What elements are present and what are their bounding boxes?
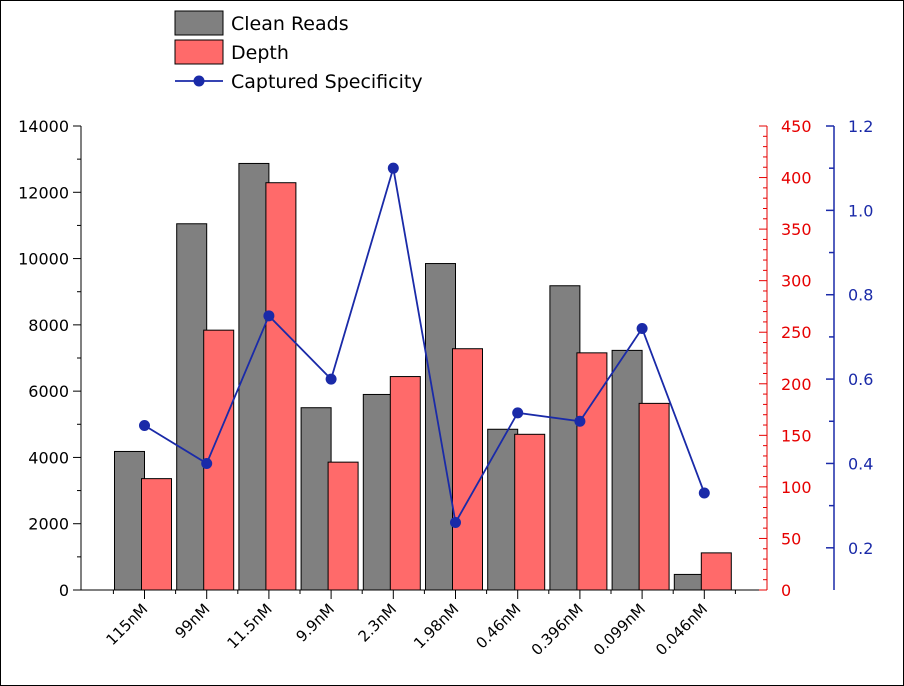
bar-depth bbox=[514, 433, 546, 591]
blue-tick-label: 1.0 bbox=[848, 201, 873, 220]
x-tick-label: 115nM bbox=[102, 600, 151, 649]
legend-swatch-bar bbox=[174, 39, 224, 65]
blue-tick-label: 0.4 bbox=[848, 454, 873, 473]
point-captured-specificity bbox=[698, 487, 710, 499]
x-tick-label: 9.9nM bbox=[292, 600, 337, 645]
left-tick-label: 4000 bbox=[28, 448, 69, 467]
red-tick-label: 300 bbox=[781, 272, 812, 291]
bar-clean-reads bbox=[673, 573, 705, 591]
left-tick-label: 2000 bbox=[28, 515, 69, 534]
bar-clean-reads bbox=[487, 428, 519, 591]
x-tick-label: 0.099nM bbox=[590, 600, 649, 659]
left-tick-label: 12000 bbox=[18, 183, 69, 202]
red-tick-label: 250 bbox=[781, 323, 812, 342]
point-captured-specificity bbox=[201, 457, 213, 469]
blue-tick-label: 0.8 bbox=[848, 286, 873, 305]
left-tick-label: 6000 bbox=[28, 382, 69, 401]
x-tick-label: 0.46nM bbox=[472, 600, 524, 652]
red-tick-label: 100 bbox=[781, 478, 812, 497]
point-captured-specificity bbox=[450, 517, 461, 529]
red-tick-label: 400 bbox=[781, 169, 812, 188]
blue-tick-label: 1.2 bbox=[848, 117, 873, 136]
x-tick-label: 2.3nM bbox=[355, 600, 400, 645]
legend-label: Captured Specificity bbox=[231, 71, 423, 93]
bar-depth bbox=[203, 329, 235, 591]
point-captured-specificity bbox=[325, 373, 337, 385]
x-tick-label: 0.046nM bbox=[652, 600, 711, 659]
bar-clean-reads bbox=[300, 407, 332, 591]
legend-swatch-marker bbox=[193, 75, 205, 87]
point-captured-specificity bbox=[263, 310, 275, 322]
left-tick-label: 8000 bbox=[28, 316, 69, 335]
point-captured-specificity bbox=[636, 322, 648, 334]
x-tick-label: 99nM bbox=[171, 600, 213, 642]
point-captured-specificity bbox=[387, 162, 399, 174]
blue-tick-label: 0.2 bbox=[848, 539, 873, 558]
line-captured-specificity bbox=[144, 167, 706, 526]
left-tick-label: 14000 bbox=[18, 117, 69, 136]
red-tick-label: 350 bbox=[781, 220, 812, 239]
bar-clean-reads bbox=[114, 450, 145, 591]
red-tick-label: 150 bbox=[781, 426, 812, 445]
bar-clean-reads bbox=[611, 349, 643, 591]
red-tick-label: 50 bbox=[781, 529, 801, 548]
bar-depth bbox=[265, 182, 297, 591]
red-tick-label: 200 bbox=[781, 375, 812, 394]
blue-tick-label: 0.6 bbox=[848, 370, 873, 389]
x-tick-label: 1.98nM bbox=[410, 600, 462, 652]
bar-depth bbox=[638, 402, 670, 591]
left-tick-label: 10000 bbox=[18, 250, 69, 269]
bar-depth bbox=[327, 461, 359, 591]
x-tick-label: 11.5nM bbox=[224, 600, 276, 652]
x-tick-label: 0.396nM bbox=[528, 600, 587, 659]
bar-depth bbox=[452, 348, 483, 591]
bar-clean-reads bbox=[425, 263, 456, 591]
legend-label: Depth bbox=[231, 42, 289, 64]
left-tick-label: 0 bbox=[59, 581, 69, 600]
bar-depth bbox=[389, 376, 421, 591]
point-captured-specificity bbox=[512, 407, 524, 419]
red-tick-label: 0 bbox=[781, 581, 791, 600]
bar-depth bbox=[576, 352, 608, 591]
bar-depth bbox=[141, 478, 172, 591]
legend-swatch-bar bbox=[174, 10, 224, 36]
legend-label: Clean Reads bbox=[231, 13, 349, 35]
bar-clean-reads bbox=[362, 393, 394, 591]
bar-depth bbox=[700, 552, 732, 591]
red-tick-label: 450 bbox=[781, 117, 812, 136]
point-captured-specificity bbox=[574, 415, 586, 427]
point-captured-specificity bbox=[139, 419, 150, 431]
bar-clean-reads bbox=[176, 223, 208, 591]
bar-clean-reads bbox=[549, 285, 581, 591]
